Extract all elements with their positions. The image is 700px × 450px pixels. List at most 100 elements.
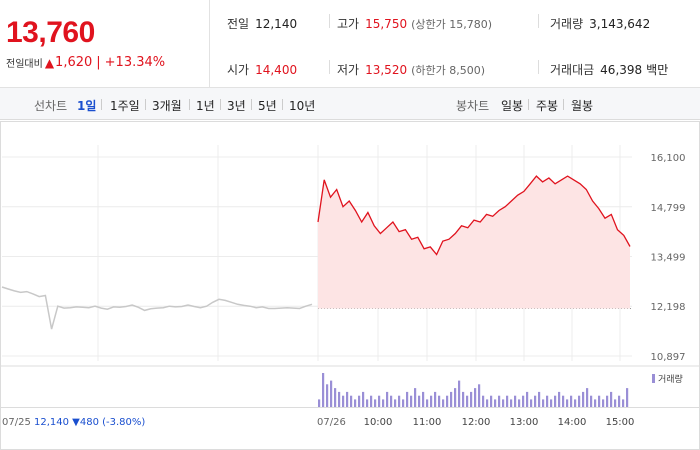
volume-bar — [346, 391, 349, 407]
x-tick-label: 12:00 — [462, 417, 491, 428]
volume-bar — [542, 399, 545, 407]
volume-bar — [422, 391, 425, 407]
stat-value: 15,750 — [365, 17, 408, 31]
price-chart: 16,100 14,799 13,499 12,198 10,897 거래량 07/25 12… — [0, 121, 700, 450]
tab-divider — [189, 99, 190, 110]
volume-bar — [518, 399, 521, 407]
tab-1w[interactable]: 1주일 — [110, 99, 140, 113]
stat-value: 46,398 — [600, 63, 643, 77]
volume-bar — [582, 391, 585, 407]
stat-label: 시가 — [227, 63, 250, 77]
volume-bar — [394, 399, 397, 407]
volume-bar — [574, 399, 577, 407]
volume-bar — [522, 395, 525, 407]
volume-bar — [538, 391, 541, 407]
volume-bar — [506, 395, 509, 407]
stat-value: 13,520 — [365, 63, 408, 77]
tab-weekly[interactable]: 주봉 — [536, 99, 559, 113]
change-percent: +13.34% — [104, 55, 166, 70]
stat-sub: (상한가 15,780) — [411, 18, 493, 31]
volume-bar — [482, 395, 485, 407]
stat-amount: 거래대금 46,398 백만 — [550, 61, 668, 78]
x-tick-label: 10:00 — [364, 417, 393, 428]
up-triangle-icon: ▲ — [44, 55, 55, 70]
volume-bar — [370, 395, 373, 407]
x-tick-label: 11:00 — [413, 417, 442, 428]
day-area-fill — [318, 176, 630, 309]
volume-bar — [366, 399, 369, 407]
change-separator: | — [96, 55, 101, 70]
volume-bar — [598, 395, 601, 407]
volume-bar — [338, 391, 341, 407]
prev-day-line — [1, 286, 313, 330]
volume-bar — [470, 391, 473, 407]
tab-divider — [251, 99, 252, 110]
stat-prev-close: 전일 12,140 — [227, 15, 297, 32]
tab-10y[interactable]: 10년 — [289, 99, 316, 113]
volume-bar — [530, 399, 533, 407]
volume-bar — [350, 395, 353, 407]
stat-label: 거래대금 — [550, 63, 595, 77]
volume-bar — [398, 395, 401, 407]
volume-legend-label: 거래량 — [658, 373, 683, 385]
stat-volume: 거래량 3,143,642 — [550, 15, 650, 32]
tab-3y[interactable]: 3년 — [227, 99, 246, 113]
volume-bar — [358, 395, 361, 407]
volume-bar — [514, 395, 517, 407]
price-box: 13,760 전일대비 ▲ 1,620 | +13.34% — [0, 0, 210, 88]
tab-divider — [145, 99, 146, 110]
volume-legend-swatch — [652, 374, 655, 383]
volume-bar — [318, 399, 321, 407]
volume-bar — [622, 399, 625, 407]
volume-bar — [466, 395, 469, 407]
tab-daily[interactable]: 일봉 — [501, 99, 524, 113]
volume-bar — [374, 399, 377, 407]
volume-bar — [606, 395, 609, 407]
volume-bar — [354, 399, 357, 407]
stat-label: 전일 — [227, 17, 250, 31]
volume-bar — [426, 399, 429, 407]
volume-bar — [326, 384, 329, 407]
volume-bar — [570, 395, 573, 407]
volume-bar — [450, 391, 453, 407]
volume-bar — [462, 391, 465, 407]
tab-divider — [528, 99, 529, 110]
volume-bar — [618, 395, 621, 407]
y-tick-label: 14,799 — [651, 203, 686, 214]
stat-value: 12,140 — [255, 17, 298, 31]
tab-1d[interactable]: 1일 — [77, 99, 97, 113]
stat-value: 3,143,642 — [589, 17, 651, 31]
tab-3m[interactable]: 3개월 — [152, 99, 182, 113]
change-label: 전일대비 — [6, 59, 43, 70]
volume-bar — [342, 395, 345, 407]
volume-bar — [610, 391, 613, 407]
volume-bar — [454, 388, 457, 407]
volume-bar — [566, 399, 569, 407]
volume-bar — [614, 399, 617, 407]
y-tick-label: 12,198 — [651, 302, 686, 313]
x-tick-label: 13:00 — [510, 417, 539, 428]
chart-tabs: 선차트 1일 1주일 3개월 1년 3년 5년 10년 봉차트 일봉 주봉 월봉 — [0, 88, 700, 120]
tab-1y[interactable]: 1년 — [196, 99, 215, 113]
tab-5y[interactable]: 5년 — [258, 99, 277, 113]
quote-header: 13,760 전일대비 ▲ 1,620 | +13.34% 전일 12,140 고… — [0, 0, 700, 88]
change-amount: 1,620 — [55, 55, 93, 70]
candle-chart-label: 봉차트 — [456, 99, 490, 113]
tab-monthly[interactable]: 월봉 — [571, 99, 594, 113]
y-tick-label: 13,499 — [651, 252, 686, 263]
volume-bar — [386, 391, 389, 407]
stat-label: 거래량 — [550, 17, 584, 31]
prev-day-info: 12,140 ▼480 (-3.80%) — [34, 417, 145, 428]
divider — [538, 14, 539, 28]
y-tick-label: 16,100 — [651, 153, 686, 164]
volume-bar — [486, 399, 489, 407]
volume-bar — [562, 395, 565, 407]
volume-bar — [442, 399, 445, 407]
tab-divider — [563, 99, 564, 110]
volume-bar — [590, 395, 593, 407]
volume-bar — [414, 388, 417, 407]
stat-value: 14,400 — [255, 63, 298, 77]
volume-bar — [558, 391, 561, 407]
stat-unit: 백만 — [646, 63, 669, 77]
